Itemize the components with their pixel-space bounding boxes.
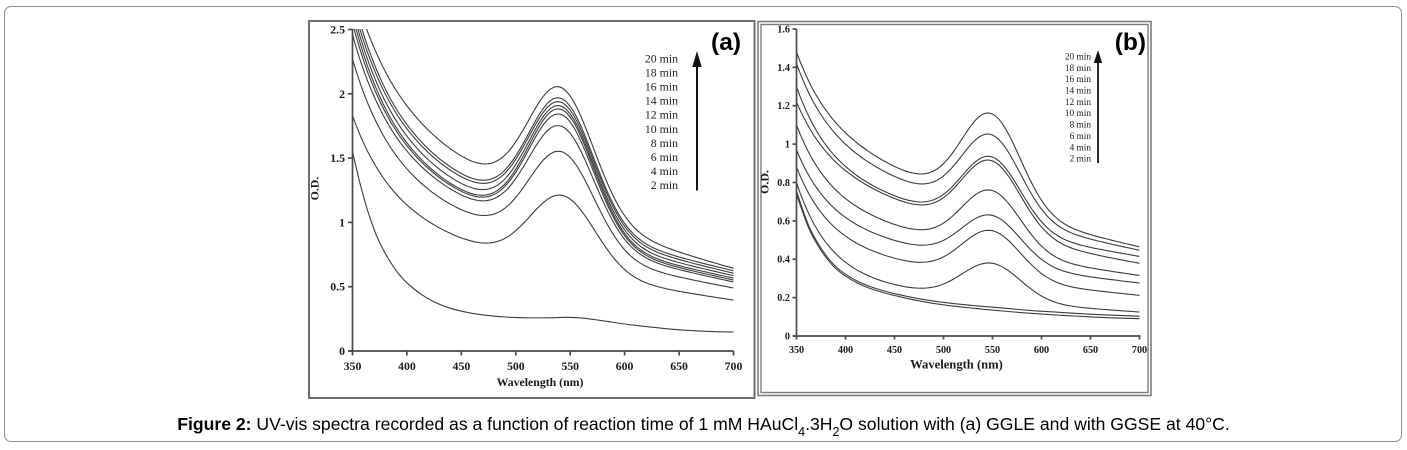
svg-text:4 min: 4 min: [651, 164, 678, 178]
svg-text:2.5: 2.5: [330, 23, 345, 37]
svg-text:450: 450: [887, 345, 902, 356]
svg-text:12 min: 12 min: [645, 108, 678, 122]
svg-text:14 min: 14 min: [1065, 87, 1091, 97]
svg-text:1.6: 1.6: [777, 25, 790, 36]
svg-text:1: 1: [339, 215, 345, 229]
svg-text:10 min: 10 min: [1065, 109, 1091, 119]
svg-text:1.2: 1.2: [777, 101, 790, 112]
svg-text:16 min: 16 min: [1065, 75, 1091, 85]
svg-text:600: 600: [616, 359, 634, 373]
svg-text:0: 0: [785, 332, 790, 343]
svg-text:1.4: 1.4: [777, 63, 790, 74]
svg-text:14 min: 14 min: [645, 94, 678, 108]
svg-text:6 min: 6 min: [1070, 132, 1092, 142]
svg-text:700: 700: [725, 359, 743, 373]
svg-text:6 min: 6 min: [651, 150, 678, 164]
svg-text:4 min: 4 min: [1070, 143, 1092, 153]
svg-text:(a): (a): [711, 29, 741, 56]
svg-text:1: 1: [785, 140, 790, 151]
svg-text:2 min: 2 min: [651, 178, 678, 192]
svg-text:600: 600: [1034, 345, 1049, 356]
svg-text:(b): (b): [1115, 29, 1146, 56]
svg-text:10 min: 10 min: [645, 122, 678, 136]
svg-text:450: 450: [453, 359, 471, 373]
svg-text:400: 400: [838, 345, 853, 356]
svg-text:650: 650: [1083, 345, 1098, 356]
svg-text:0: 0: [339, 344, 345, 358]
svg-text:0.5: 0.5: [330, 280, 345, 294]
svg-text:1.5: 1.5: [330, 151, 345, 165]
svg-text:18 min: 18 min: [645, 66, 678, 80]
svg-text:0.6: 0.6: [777, 216, 790, 227]
svg-text:500: 500: [507, 359, 525, 373]
svg-text:Wavelength (nm): Wavelength (nm): [497, 375, 584, 389]
svg-text:16 min: 16 min: [645, 80, 678, 94]
svg-text:500: 500: [936, 345, 951, 356]
svg-text:O.D.: O.D.: [758, 170, 772, 194]
svg-text:20 min: 20 min: [1065, 53, 1091, 63]
svg-text:0.2: 0.2: [777, 293, 790, 304]
svg-text:400: 400: [398, 359, 416, 373]
svg-text:8 min: 8 min: [651, 136, 678, 150]
svg-text:550: 550: [985, 345, 1000, 356]
svg-text:12 min: 12 min: [1065, 98, 1091, 108]
svg-text:550: 550: [561, 359, 579, 373]
svg-text:700: 700: [1132, 345, 1147, 356]
svg-text:20 min: 20 min: [645, 52, 678, 66]
svg-text:0.4: 0.4: [777, 255, 790, 266]
svg-text:8 min: 8 min: [1070, 121, 1092, 131]
svg-text:O.D.: O.D.: [308, 177, 322, 201]
svg-text:2: 2: [339, 87, 345, 101]
svg-text:350: 350: [344, 359, 362, 373]
svg-text:650: 650: [670, 359, 688, 373]
svg-text:350: 350: [789, 345, 804, 356]
svg-text:2 min: 2 min: [1070, 155, 1092, 165]
svg-text:0.8: 0.8: [777, 178, 790, 189]
svg-text:18 min: 18 min: [1065, 64, 1091, 74]
svg-text:Wavelength (nm): Wavelength (nm): [910, 358, 1003, 372]
